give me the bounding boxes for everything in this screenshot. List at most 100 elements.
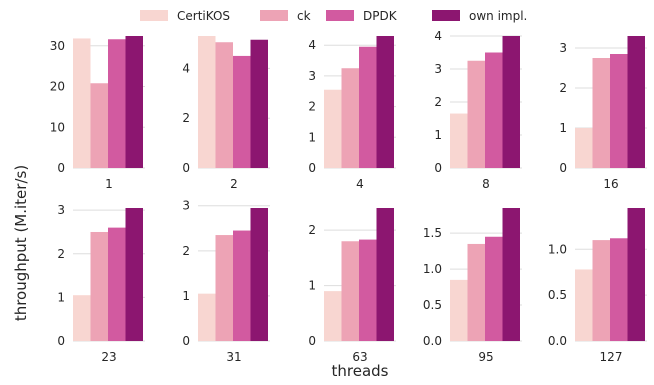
x-tick-label: 31: [226, 350, 241, 364]
bar-8-series-4: [502, 36, 520, 168]
y-tick-label: 2: [559, 81, 567, 95]
bar-23-series-3: [108, 227, 126, 341]
y-tick-label: 1: [308, 279, 316, 293]
y-tick-label: 10: [50, 120, 65, 134]
legend: CertiKOS ck DPDK own impl.: [140, 9, 527, 23]
bar-127-series-3: [610, 238, 628, 341]
bar-2-series-1: [198, 36, 216, 168]
x-tick-label: 23: [101, 350, 116, 364]
bar-4-series-2: [341, 68, 359, 168]
bar-23-series-1: [73, 295, 91, 341]
bar-63-series-3: [359, 239, 377, 341]
y-tick-label: 0.5: [423, 298, 442, 312]
x-tick-label: 1: [105, 177, 113, 191]
y-tick-label: 2: [182, 244, 190, 258]
y-tick-label: 2: [308, 223, 316, 237]
y-tick-label: 4: [308, 38, 316, 52]
y-tick-label: 0: [57, 161, 65, 175]
x-axis-label: threads: [332, 362, 389, 380]
panel-8: 0 1 2 3 4 8: [434, 29, 522, 191]
legend-label-2: ck: [297, 9, 311, 23]
bar-63-series-2: [341, 241, 359, 341]
panel-16: 0 1 2 3 16: [559, 36, 647, 191]
bar-16-series-2: [592, 58, 610, 168]
panel-31: 0 1 2 3 31: [182, 199, 270, 364]
bar-16-series-4: [627, 36, 645, 168]
y-tick-label: 0.0: [548, 334, 567, 348]
panel-2: 0 2 4 2: [182, 36, 270, 191]
bar-31-series-2: [215, 235, 233, 341]
bar-2-series-4: [250, 39, 268, 169]
legend-swatch-3: [326, 10, 354, 21]
bar-16-series-1: [575, 128, 593, 168]
y-tick-label: 1.0: [423, 262, 442, 276]
bar-63-series-4: [376, 208, 394, 341]
y-tick-label: 20: [50, 80, 65, 94]
y-tick-label: 0.0: [423, 334, 442, 348]
bar-31-series-4: [250, 208, 268, 341]
bar-4-series-1: [324, 89, 342, 168]
y-tick-label: 2: [182, 111, 190, 125]
legend-swatch-2: [260, 10, 288, 21]
panel-127: 0.0 0.5 1.0 127: [548, 208, 647, 364]
y-tick-label: 1.5: [423, 226, 442, 240]
legend-swatch-1: [140, 10, 168, 21]
bar-31-series-3: [233, 230, 251, 341]
y-tick-label: 0: [308, 161, 316, 175]
bar-95-series-1: [450, 279, 468, 341]
y-tick-label: 1: [434, 128, 442, 142]
legend-label-1: CertiKOS: [177, 9, 230, 23]
legend-label-4: own impl.: [469, 9, 527, 23]
legend-label-3: DPDK: [363, 9, 398, 23]
x-tick-label: 16: [603, 177, 618, 191]
bar-2-series-3: [233, 55, 251, 168]
bar-95-series-4: [502, 208, 520, 341]
x-tick-label: 95: [478, 350, 493, 364]
y-tick-label: 3: [182, 199, 190, 213]
bar-1-series-2: [90, 83, 108, 168]
bar-95-series-2: [467, 243, 485, 341]
y-tick-label: 0: [182, 334, 190, 348]
y-tick-label: 4: [434, 29, 442, 43]
y-tick-label: 1: [182, 289, 190, 303]
y-tick-label: 30: [50, 39, 65, 53]
y-tick-label: 1: [559, 121, 567, 135]
bar-1-series-1: [73, 38, 91, 168]
panel-63: 0 1 2 63: [308, 208, 396, 364]
bar-4-series-4: [376, 36, 394, 168]
x-tick-label: 8: [482, 177, 490, 191]
bar-2-series-2: [215, 42, 233, 169]
bar-1-series-4: [125, 36, 143, 168]
bar-4-series-3: [359, 46, 377, 168]
x-tick-label: 4: [356, 177, 364, 191]
y-tick-label: 0: [57, 334, 65, 348]
bar-8-series-2: [467, 60, 485, 168]
bar-16-series-3: [610, 54, 628, 168]
bar-63-series-1: [324, 291, 342, 341]
y-tick-label: 1: [308, 130, 316, 144]
y-tick-label: 4: [182, 61, 190, 75]
y-tick-label: 3: [559, 41, 567, 55]
panel-1: 0 10 20 30 1: [50, 36, 145, 191]
y-tick-label: 1.0: [548, 242, 567, 256]
bar-1-series-3: [108, 39, 126, 168]
x-tick-label: 127: [600, 350, 623, 364]
y-tick-label: 0.5: [548, 288, 567, 302]
y-tick-label: 2: [57, 247, 65, 261]
y-tick-label: 0: [308, 334, 316, 348]
bar-127-series-1: [575, 269, 593, 341]
bar-31-series-1: [198, 293, 216, 341]
y-tick-label: 0: [559, 161, 567, 175]
y-tick-label: 2: [434, 95, 442, 109]
chart-panels: 0102030102420123440123480123160123230123…: [50, 29, 647, 364]
y-tick-label: 0: [434, 161, 442, 175]
y-axis-label: throughput (M.iter/s): [12, 165, 30, 321]
panel-95: 0.0 0.5 1.0 1.5 95: [423, 208, 522, 364]
y-tick-label: 3: [308, 69, 316, 83]
bar-127-series-4: [627, 208, 645, 341]
bar-8-series-3: [485, 52, 503, 168]
bar-8-series-1: [450, 113, 468, 168]
